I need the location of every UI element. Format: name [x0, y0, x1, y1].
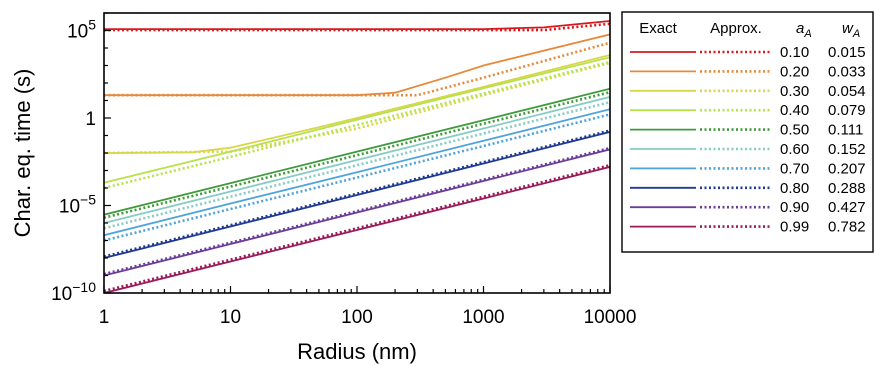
legend-header-a: aA: [796, 20, 812, 40]
y-tick-label: 1: [85, 109, 96, 130]
series-4-exact-line: [104, 87, 610, 216]
legend-header-approx: Approx.: [710, 20, 762, 37]
series-6-exact-line: [104, 108, 610, 237]
series-layer: [104, 20, 610, 293]
legend-w-value: 0.427: [828, 199, 866, 216]
legend-a-value: 0.40: [780, 102, 809, 119]
legend-a-value: 0.99: [780, 219, 809, 236]
legend-a-value: 0.30: [780, 83, 809, 100]
series-1-exact-line: [104, 33, 610, 97]
y-tick-label: 105: [67, 17, 96, 43]
legend-row: 0.10 0.015: [630, 44, 866, 61]
legend-row: 0.20 0.033: [630, 63, 866, 80]
series-3-exact-line: [104, 56, 610, 184]
series-5-exact-line: [104, 96, 610, 224]
legend-a-value: 0.80: [780, 180, 809, 197]
legend-rows: 0.10 0.015 0.20 0.033 0.30 0.054 0.40 0.079 0.50…: [630, 44, 866, 236]
y-tick-label: 10−5: [59, 192, 96, 218]
legend-w-value: 0.015: [828, 44, 866, 61]
y-tick-label: 10−10: [51, 279, 96, 305]
series-5-approx-line: [104, 100, 610, 230]
series-9-approx-line: [104, 163, 610, 293]
series-6-approx-line: [104, 113, 610, 242]
y-axis-title: Char. eq. time (s): [10, 69, 35, 238]
series-8-exact-line: [104, 148, 610, 277]
legend-w-value: 0.207: [828, 160, 866, 177]
legend-a-value: 0.20: [780, 63, 809, 80]
series-7-approx-line: [104, 129, 610, 258]
legend-a-value: 0.60: [780, 141, 809, 158]
legend-a-value: 0.50: [780, 122, 809, 139]
legend-w-value: 0.288: [828, 180, 866, 197]
legend-a-value: 0.10: [780, 44, 809, 61]
legend-row: 0.90 0.427: [630, 199, 866, 216]
legend-row: 0.80 0.288: [630, 180, 866, 197]
series-3-approx-line: [104, 60, 610, 190]
legend-row: 0.30 0.054: [630, 83, 866, 100]
legend-row: 0.99 0.782: [630, 219, 866, 236]
legend-w-value: 0.111: [828, 122, 863, 139]
x-axis-title: Radius (nm): [297, 339, 417, 364]
legend-row: 0.40 0.079: [630, 102, 866, 119]
series-2-exact-line: [104, 54, 610, 154]
series-8-approx-line: [104, 146, 610, 276]
x-tick-label: 10: [220, 307, 241, 328]
series-4-approx-line: [104, 90, 610, 219]
legend-header-exact: Exact: [639, 20, 677, 37]
series-0-exact-line: [104, 20, 610, 31]
series-9-exact-line: [104, 166, 610, 293]
legend-w-value: 0.152: [828, 141, 866, 158]
x-tick-label: 100: [341, 307, 373, 328]
legend-a-value: 0.70: [780, 160, 809, 177]
x-tick-label: 1: [99, 307, 110, 328]
legend-w-value: 0.079: [828, 102, 866, 119]
ticks-layer: 1 10 100 1000 10000 10−10 10−5 1 105: [51, 12, 637, 328]
series-7-exact-line: [104, 131, 610, 259]
series-2-approx-line: [104, 61, 610, 155]
legend-a-value: 0.90: [780, 199, 809, 216]
legend-w-value: 0.054: [828, 83, 866, 100]
legend-w-value: 0.033: [828, 63, 866, 80]
x-tick-label: 10000: [584, 307, 637, 328]
legend-w-value: 0.782: [828, 219, 866, 236]
x-tick-label: 1000: [462, 307, 504, 328]
legend-row: 0.50 0.111: [630, 122, 863, 139]
legend-row: 0.70 0.207: [630, 160, 866, 177]
series-1-approx-line: [104, 41, 610, 97]
legend-row: 0.60 0.152: [630, 141, 866, 158]
legend-header-w: wA: [842, 20, 860, 40]
